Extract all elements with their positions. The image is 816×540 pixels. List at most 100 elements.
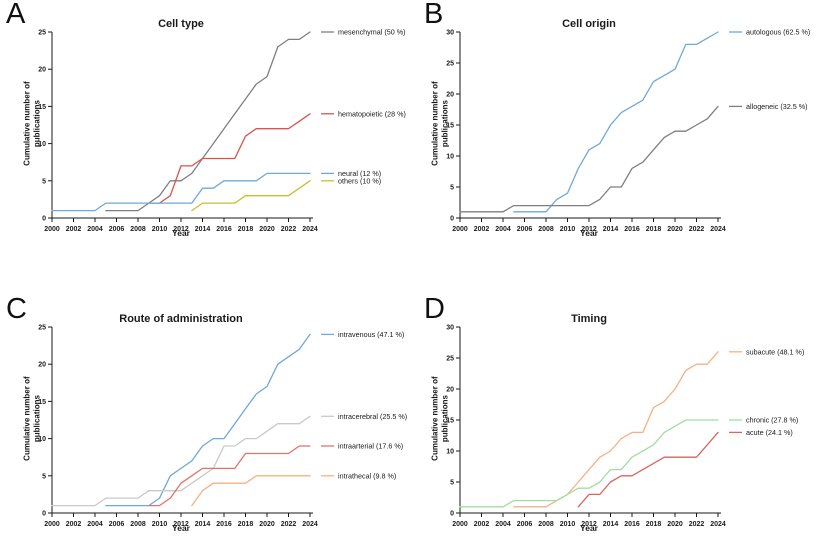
x-tick-label: 2014	[603, 521, 619, 528]
y-tick-label: 25	[38, 325, 46, 332]
x-tick-label: 2012	[581, 521, 597, 528]
legend-label-allogeneic: allogeneic (32.5 %)	[746, 102, 808, 111]
y-tick-label: 5	[42, 178, 46, 185]
x-tick-label: 2016	[216, 521, 232, 528]
y-tick-label: 5	[42, 473, 46, 480]
legend-label-chronic: chronic (27.8 %)	[746, 416, 798, 425]
y-tick-label: 0	[450, 216, 454, 223]
series-line-neural	[51, 172, 311, 212]
y-tick-label: 25	[446, 61, 454, 68]
legend-label-intraarterial: intraarterial (17.6 %)	[338, 442, 403, 451]
x-tick-label: 2012	[173, 521, 189, 528]
x-tick-label: 2020	[667, 226, 683, 233]
x-tick-label: 2014	[195, 521, 211, 528]
chart-title-route: Route of administration	[119, 313, 243, 326]
y-tick-label: 20	[38, 362, 46, 369]
panel-letter-c: C	[6, 293, 27, 325]
timing-line-chart: 0 5 10 15 20 25 30 2000 2002 2004 2006 2008 2010 2012…	[446, 325, 804, 529]
x-tick-label: 2010	[560, 226, 576, 233]
legend-label-hematopoietic: hematopoietic (28 %)	[338, 109, 406, 118]
x-tick-label: 2004	[495, 521, 511, 528]
x-tick-label: 2008	[130, 226, 146, 233]
cell-type-line-chart: 0 5 10 15 20 25 2000 2002 2004 2006 2008 2010 2012 20…	[38, 28, 406, 234]
series-line-intravenous	[105, 333, 311, 507]
y-tick-label: 15	[446, 418, 454, 425]
x-tick-label: 2002	[66, 226, 82, 233]
y-tick-label: 5	[450, 185, 454, 192]
series-line-hematopoietic	[148, 113, 311, 204]
x-tick-label: 2014	[195, 226, 211, 233]
x-tick-label: 2000	[452, 521, 468, 528]
legend-label-mesenchymal: mesenchymal (50 %)	[338, 28, 406, 37]
y-tick-label: 10	[446, 154, 454, 161]
chart-title-cell-type: Cell type	[158, 18, 204, 31]
y-tick-label: 10	[446, 449, 454, 456]
y-tick-label: 25	[446, 356, 454, 363]
chart-title-timing: Timing	[571, 313, 607, 326]
x-tick-label: 2018	[238, 226, 254, 233]
series-line-others	[191, 180, 311, 212]
route-line-chart: 0 5 10 15 20 25 2000 2002 2004 2006 2008 2010 2012 20…	[38, 325, 407, 529]
y-tick-label: 0	[450, 511, 454, 518]
x-tick-label: 2010	[152, 226, 168, 233]
panel-cell-origin: B Cell origin Cumulative number of publi…	[408, 0, 816, 270]
x-tick-label: 2024	[302, 226, 318, 233]
series-line-autologous	[513, 31, 719, 213]
x-tick-label: 2000	[44, 226, 60, 233]
panel-cell-type: A Cell type Cumulative number of publica…	[0, 0, 408, 270]
x-tick-label: 2008	[538, 521, 554, 528]
x-tick-label: 2004	[87, 226, 103, 233]
x-tick-label: 2014	[603, 226, 619, 233]
x-tick-label: 2022	[689, 226, 705, 233]
y-tick-label: 10	[38, 141, 46, 148]
panel-letter-b: B	[424, 0, 444, 30]
x-tick-label: 2008	[538, 226, 554, 233]
x-tick-label: 2012	[581, 226, 597, 233]
x-tick-label: 2016	[624, 226, 640, 233]
x-tick-label: 2010	[560, 521, 576, 528]
x-tick-label: 2002	[66, 521, 82, 528]
axes	[459, 327, 721, 514]
x-axis-label: Year	[580, 523, 598, 533]
y-tick-label: 10	[38, 436, 46, 443]
y-tick-label: 30	[446, 30, 454, 37]
x-tick-label: 2022	[281, 521, 297, 528]
x-tick-label: 2022	[281, 226, 297, 233]
series-line-acute	[577, 431, 719, 508]
x-axis-label: Year	[580, 228, 598, 238]
x-tick-label: 2024	[710, 226, 726, 233]
y-tick-label: 20	[446, 387, 454, 394]
y-tick-label: 15	[38, 104, 46, 111]
x-tick-label: 2002	[474, 226, 490, 233]
legend-label-intravenous: intravenous (47.1 %)	[338, 330, 404, 339]
x-tick-label: 2006	[109, 521, 125, 528]
legend-label-subacute: subacute (48.1 %)	[746, 347, 804, 356]
x-tick-label: 2000	[452, 226, 468, 233]
panel-letter-d: D	[424, 293, 445, 325]
panel-timing: D Timing Cumulative number of publicatio…	[408, 270, 816, 540]
series-line-intraarterial	[148, 445, 311, 507]
axes	[459, 32, 721, 219]
x-tick-label: 2006	[109, 226, 125, 233]
legend-label-neural: neural (12 %)	[338, 169, 381, 178]
x-tick-label: 2010	[152, 521, 168, 528]
x-tick-label: 2006	[517, 521, 533, 528]
legend-label-acute: acute (24.1 %)	[746, 428, 793, 437]
panel-route-of-administration: C Route of administration Cumulative num…	[0, 270, 408, 540]
y-tick-label: 30	[446, 325, 454, 332]
legend-label-others: others (10 %)	[338, 176, 381, 185]
series-line-intrathecal	[191, 475, 311, 507]
series-line-subacute	[513, 351, 719, 508]
y-tick-label: 0	[42, 216, 46, 223]
legend-label-intracerebral: intracerebral (25.5 %)	[338, 412, 407, 421]
y-tick-label: 20	[446, 92, 454, 99]
x-tick-label: 2016	[216, 226, 232, 233]
y-tick-label: 25	[38, 30, 46, 37]
axes	[51, 32, 313, 219]
x-tick-label: 2004	[495, 226, 511, 233]
x-tick-label: 2024	[302, 521, 318, 528]
cell-origin-line-chart: 0 5 10 15 20 25 30 2000 2002 2004 2006 2008 2010 2012…	[446, 28, 810, 234]
x-tick-label: 2024	[710, 521, 726, 528]
y-tick-label: 15	[446, 123, 454, 130]
